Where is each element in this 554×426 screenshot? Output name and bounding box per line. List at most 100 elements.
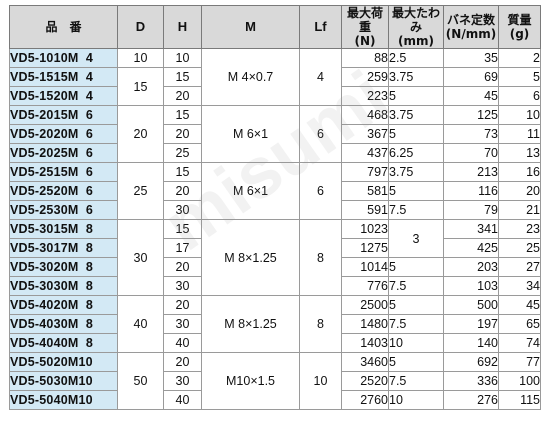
table-row: VD5-2020M 6 20 367 5 73 11: [9, 124, 541, 144]
part-number-cell: VD5-2530M 6: [9, 200, 118, 220]
h-cell: 20: [163, 352, 202, 372]
lf-cell: 6: [299, 162, 342, 220]
max-deflection-cell: 7.5: [388, 200, 444, 220]
part-number-cell: VD5-4020M 8: [9, 295, 118, 315]
spring-constant-cell: 45: [443, 86, 499, 106]
max-load-cell: 1480: [341, 314, 389, 334]
max-load-cell: 88: [341, 48, 389, 68]
header-lf: Lf: [299, 5, 342, 49]
max-deflection-cell: 5: [388, 124, 444, 144]
header-spring-constant-unit: (N/mm): [445, 27, 497, 41]
mass-cell: 13: [498, 143, 541, 163]
max-deflection-cell: 5: [388, 352, 444, 372]
part-number-cell: VD5-4030M 8: [9, 314, 118, 334]
mass-cell: 25: [498, 238, 541, 258]
mass-cell: 115: [498, 390, 541, 410]
max-deflection-cell: 7.5: [388, 371, 444, 391]
max-load-cell: 1403: [341, 333, 389, 353]
h-cell: 30: [163, 371, 202, 391]
spring-constant-cell: 213: [443, 162, 499, 182]
m-cell: M10×1.5: [201, 352, 300, 410]
h-cell: 17: [163, 238, 202, 258]
h-cell: 20: [163, 257, 202, 277]
spring-constant-cell: 203: [443, 257, 499, 277]
max-deflection-cell: 3.75: [388, 105, 444, 125]
max-load-cell: 259: [341, 67, 389, 87]
part-number-cell: VD5-5030M10: [9, 371, 118, 391]
max-deflection-cell: 5: [388, 181, 444, 201]
mass-cell: 21: [498, 200, 541, 220]
mass-cell: 45: [498, 295, 541, 315]
max-deflection-cell: 5: [388, 86, 444, 106]
header-spring-constant: バネ定数 (N/mm): [443, 5, 499, 49]
part-number-cell: VD5-2515M 6: [9, 162, 118, 182]
spring-constant-cell: 70: [443, 143, 499, 163]
spring-constant-cell: 336: [443, 371, 499, 391]
part-number-cell: VD5-3015M 8: [9, 219, 118, 239]
h-cell: 40: [163, 390, 202, 410]
part-number-cell: VD5-2025M 6: [9, 143, 118, 163]
table-row: VD5-2515M 6 25 15 M 6×1 6 797 3.75 213 1…: [9, 162, 541, 220]
table-row: VD5-2015M 6 20 15 M 6×1 6 468 3.75 125 1…: [9, 105, 541, 163]
max-load-cell: 468: [341, 105, 389, 125]
spring-constant-cell: 197: [443, 314, 499, 334]
header-max-load-unit: (N): [354, 34, 376, 48]
spring-constant-cell: 425: [443, 238, 499, 258]
lf-cell: 10: [299, 352, 342, 410]
table-row: VD5-3030M 8 30 776 7.5 103 34: [9, 276, 541, 296]
header-d: D: [117, 5, 164, 49]
d-cell: 10: [117, 48, 164, 68]
part-number-cell: VD5-1010M 4: [9, 48, 118, 68]
h-cell: 20: [163, 124, 202, 144]
max-load-cell: 3460: [341, 352, 389, 372]
d-cell: 30: [117, 219, 164, 296]
mass-cell: 10: [498, 105, 541, 125]
spring-constant-cell: 140: [443, 333, 499, 353]
h-cell: 20: [163, 181, 202, 201]
h-cell: 15: [163, 162, 202, 182]
max-load-cell: 1275: [341, 238, 389, 258]
spring-constant-cell: 116: [443, 181, 499, 201]
h-cell: 30: [163, 200, 202, 220]
spring-constant-cell: 73: [443, 124, 499, 144]
part-number-cell: VD5-5040M10: [9, 390, 118, 410]
part-number-cell: VD5-2020M 6: [9, 124, 118, 144]
table-row: VD5-5040M10 40 2760 10 276 115: [9, 390, 541, 410]
mass-cell: 27: [498, 257, 541, 277]
part-number-cell: VD5-2520M 6: [9, 181, 118, 201]
table-row: VD5-2025M 6 25 437 6.25 70 13: [9, 143, 541, 163]
part-number-cell: VD5-4040M 8: [9, 333, 118, 353]
max-deflection-cell: 3.75: [388, 67, 444, 87]
d-cell: 15: [117, 67, 164, 106]
lf-cell: 8: [299, 295, 342, 353]
max-deflection-cell: 10: [388, 390, 444, 410]
h-cell: 10: [163, 48, 202, 68]
h-cell: 20: [163, 295, 202, 315]
m-cell: M 8×1.25: [201, 295, 300, 353]
m-cell: M 8×1.25: [201, 219, 300, 296]
max-deflection-cell: 7.5: [388, 314, 444, 334]
mass-cell: 77: [498, 352, 541, 372]
spring-constant-cell: 103: [443, 276, 499, 296]
mass-cell: 74: [498, 333, 541, 353]
max-deflection-cell: 5: [388, 257, 444, 277]
mass-cell: 2: [498, 48, 541, 68]
h-cell: 15: [163, 67, 202, 87]
table-row: VD5-4030M 8 30 1480 7.5 197 65: [9, 314, 541, 334]
max-load-cell: 2520: [341, 371, 389, 391]
table-row: VD5-3020M 8 20 1014 5 203 27: [9, 257, 541, 277]
m-cell: M 4×0.7: [201, 48, 300, 106]
lf-cell: 4: [299, 48, 342, 106]
mass-cell: 65: [498, 314, 541, 334]
part-number-cell: VD5-5020M10: [9, 352, 118, 372]
table-row: VD5-5020M10 50 20 M10×1.5 10 3460 5 692 …: [9, 352, 541, 410]
header-max-deflection: 最大たわみ (mm): [388, 5, 444, 49]
d-cell: 20: [117, 105, 164, 163]
part-number-cell: VD5-2015M 6: [9, 105, 118, 125]
d-cell: 50: [117, 352, 164, 410]
d-cell: 40: [117, 295, 164, 353]
mass-cell: 5: [498, 67, 541, 87]
h-cell: 40: [163, 333, 202, 353]
spring-constant-cell: 500: [443, 295, 499, 315]
